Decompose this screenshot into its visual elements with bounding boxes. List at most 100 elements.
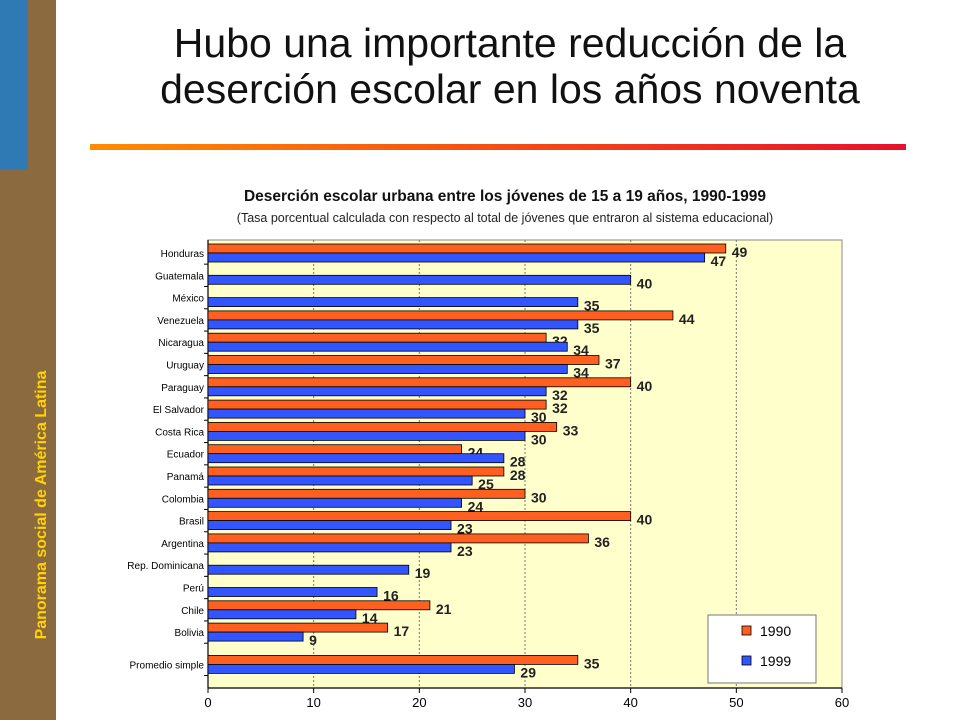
data-label: 23 [457,543,473,559]
bar-1990 [207,421,558,432]
legend-label: 1999 [760,653,791,669]
data-label: 35 [584,298,600,314]
legend [707,614,817,684]
bar-1990 [207,355,600,365]
data-label: 44 [679,311,695,327]
y-tick-label: Colombia [162,494,205,505]
bar-1999 [207,564,410,575]
data-label: 16 [383,588,399,604]
data-label: 30 [531,489,547,505]
bar-1999 [207,274,632,285]
bar-1999 [207,408,526,419]
bar-1990 [207,655,579,665]
data-label: 25 [478,476,494,492]
data-label: 29 [520,664,536,680]
bar-1999 [207,497,463,508]
y-tick-label: Perú [183,584,204,595]
sidebar-accent-block [0,0,28,170]
data-label: 32 [552,400,568,416]
data-label: 35 [584,320,600,336]
y-tick-label: Guatemala [155,271,204,282]
data-label: 37 [605,356,621,372]
data-label: 40 [637,512,653,528]
data-label: 34 [573,342,589,358]
bar-1990 [207,511,632,522]
sidebar: Panorama social de América Latina [0,0,56,720]
data-label: 19 [415,565,431,581]
y-tick-label: Paraguay [161,383,204,394]
y-tick-label: El Salvador [153,405,205,416]
slide-title: Hubo una importante reducción de la dese… [160,20,860,112]
bar-1999 [207,475,473,486]
y-tick-label: Rep. Dominicana [127,561,204,572]
data-label: 9 [309,632,317,648]
data-label: 17 [394,623,410,639]
data-label: 32 [552,387,568,403]
bar-1999 [207,297,579,308]
bar-1999 [207,631,304,642]
bar-1990 [207,622,389,633]
data-label: 33 [563,422,579,438]
data-label: 23 [457,521,473,537]
y-tick-label: Panamá [167,472,205,483]
y-tick-label: Nicaragua [158,338,204,349]
bar-1999 [207,609,357,620]
data-label: 49 [732,244,748,260]
y-tick-label: Venezuela [157,316,204,327]
bar-1999 [207,319,579,330]
data-label: 30 [531,431,547,447]
chart-title: Deserción escolar urbana entre los jóven… [243,188,767,205]
x-tick-label: 0 [204,695,211,710]
data-label: 35 [584,655,600,671]
data-label: 40 [637,378,653,394]
y-tick-label: Ecuador [167,450,205,461]
bar-1990 [207,310,674,321]
x-tick-label: 30 [518,695,532,710]
x-tick-label: 60 [835,695,849,710]
bar-1999 [207,664,515,674]
y-tick-label: Argentina [161,539,204,550]
bar-1990 [207,533,589,544]
x-tick-label: 50 [729,695,743,710]
x-tick-label: 10 [306,695,320,710]
data-label: 24 [468,498,484,514]
bar-1990 [207,377,632,388]
data-label: 28 [510,454,526,470]
chart-subtitle: (Tasa porcentual calculada con respecto … [236,211,774,225]
data-label: 30 [531,409,547,425]
y-tick-label: Honduras [161,249,204,260]
bar-1990 [207,488,526,499]
data-label: 34 [573,365,589,381]
title-underline [90,144,906,150]
y-tick-label: Uruguay [166,361,204,372]
data-label: 47 [711,253,727,269]
bar-1990 [207,444,463,455]
legend-swatch-1990 [741,625,752,636]
legend-label: 1990 [760,623,791,639]
y-tick-label: Costa Rica [155,427,204,438]
data-label: 36 [594,534,610,550]
bar-1990 [207,243,727,254]
y-tick-label: México [172,294,204,305]
legend-swatch-1999 [741,655,752,666]
bar-1999 [207,341,568,352]
data-label: 40 [637,275,653,291]
data-label: 14 [362,610,378,626]
x-tick-label: 40 [623,695,637,710]
bar-1999 [207,252,706,263]
y-tick-label: Chile [181,606,204,617]
y-tick-label: Brasil [179,517,204,528]
data-label: 28 [510,467,526,483]
bar-1990 [207,466,505,477]
y-tick-label: Promedio simple [130,660,205,671]
y-tick-label: Bolivia [175,628,205,639]
bar-1990 [207,600,431,611]
bar-1999 [207,520,452,530]
bar-1990 [207,332,547,343]
x-tick-label: 20 [412,695,426,710]
bar-1999 [207,587,378,597]
bar-1999 [207,542,452,553]
data-label: 21 [436,601,452,617]
bar-1999 [207,364,568,374]
